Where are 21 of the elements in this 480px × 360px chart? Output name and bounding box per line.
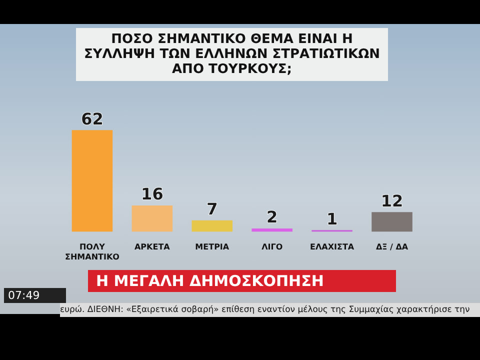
bar	[132, 206, 173, 232]
bar	[252, 228, 292, 232]
x-tick-label: ΠΟΛΥ ΣΗΜΑΝΤΙΚΟ	[64, 242, 120, 262]
bar	[192, 220, 233, 232]
x-tick-label: ΑΡΚΕΤΑ	[134, 242, 171, 252]
text: ευρώ. ΔΙΕΘΝΗ: «Εξαιρετικά σοβαρή» επίθεση εναντίον μέλους της Συμμαχίας χαρακτήρισε την	[60, 303, 480, 317]
x-tick-label: ΜΕΤΡΙΑ	[195, 242, 230, 252]
text: 07:49	[4, 288, 66, 303]
x-tick-label: ΔΞ / ΔΑ	[376, 242, 409, 252]
bar	[372, 212, 412, 232]
bar	[72, 130, 113, 232]
data-label: 1	[326, 209, 338, 228]
x-tick-label: ΕΛΑΧΙΣΤΑ	[310, 242, 355, 252]
x-tick-label: ΛΙΓΟ	[262, 242, 283, 252]
text: Η ΜΕΓΑΛΗ ΔΗΜΟΣΚΟΠΗΣΗ	[88, 270, 396, 292]
data-label: 62	[81, 109, 104, 128]
chart-title: ΠΟΣΟ ΣΗΜΑΝΤΙΚΟ ΘΕΜΑ ΕΙΝΑΙ Η ΣΥΛΛΗΨΗ ΤΩΝ ΕΛΛΗΝΩΝ ΣΤΡΑΤΙΩΤΙΚΩΝ ΑΠΟ ΤΟΥΡΚΟΥΣ;	[76, 28, 388, 81]
data-label: 2	[266, 208, 278, 227]
data-label: 16	[141, 184, 164, 204]
data-label: 7	[206, 199, 218, 218]
data-label: 12	[380, 191, 404, 210]
